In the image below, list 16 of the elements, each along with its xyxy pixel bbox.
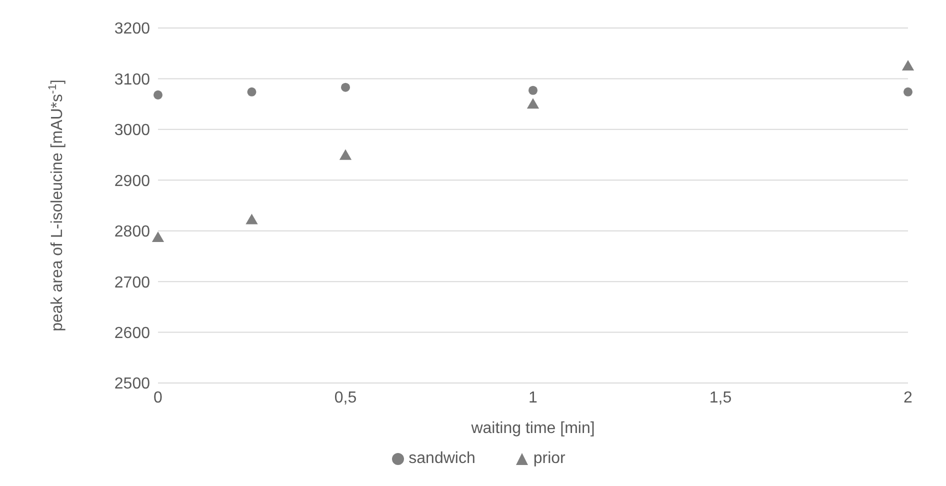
x-tick-label: 1,5 xyxy=(709,389,732,406)
y-tick-label: 2500 xyxy=(114,376,150,393)
y-tick-label: 2700 xyxy=(114,274,150,292)
y-tick-label: 2600 xyxy=(114,324,150,342)
y-tick-label: 3200 xyxy=(114,20,150,38)
y-tick-label: 3000 xyxy=(114,122,150,140)
y-tick-label: 3100 xyxy=(114,71,150,88)
y-tick-label: 2900 xyxy=(114,172,150,190)
legend-label: sandwich xyxy=(408,450,476,468)
x-tick-label: 1 xyxy=(528,389,538,406)
x-tick-label: 2 xyxy=(904,389,913,406)
x-axis-title: waiting time [min] xyxy=(470,420,595,437)
y-tick-label: 2800 xyxy=(114,224,150,241)
x-tick-label: 0,5 xyxy=(334,389,357,406)
x-tick-label: 0 xyxy=(154,389,163,406)
legend-label: prior xyxy=(533,450,566,468)
